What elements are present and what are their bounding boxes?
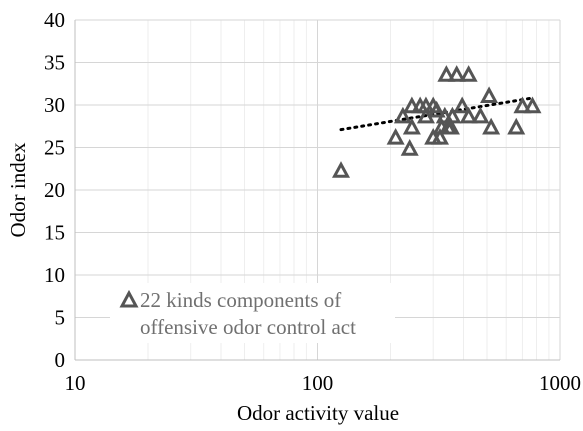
- data-point-triangle: [513, 96, 532, 114]
- data-points: [331, 65, 542, 178]
- data-point-triangle: [507, 117, 526, 135]
- y-tick-label: 5: [55, 306, 66, 330]
- data-point-triangle: [430, 128, 450, 145]
- y-tick-label: 20: [44, 178, 65, 202]
- x-axis-label: Odor activity value: [237, 401, 399, 425]
- y-tick-label: 25: [44, 136, 65, 160]
- data-point-triangle: [427, 100, 446, 118]
- data-point-triangle: [523, 96, 542, 114]
- legend-marker-icon: [119, 289, 139, 308]
- gridlines: [74, 19, 561, 361]
- data-point-triangle: [402, 96, 421, 114]
- data-point-triangle: [400, 139, 419, 156]
- data-point-triangle: [471, 106, 490, 124]
- x-tick-label: 100: [302, 371, 334, 395]
- axes: 0 5 10 15 20 25 30 35 40 10 100 1000: [44, 8, 581, 395]
- data-point-triangle: [453, 96, 472, 114]
- y-axis-label: Odor index: [6, 142, 30, 238]
- y-tick-label: 15: [44, 221, 65, 245]
- data-point-triangle: [331, 161, 351, 178]
- data-point-triangle: [482, 117, 501, 135]
- data-point-triangle: [441, 117, 460, 135]
- legend: 22 kinds components of offensive odor co…: [110, 283, 395, 343]
- data-point-triangle: [386, 128, 405, 145]
- data-point-triangle: [393, 106, 412, 124]
- trendline: [339, 96, 533, 132]
- y-tick-label: 0: [55, 348, 66, 372]
- legend-box: [110, 283, 395, 343]
- y-tick-label: 10: [44, 263, 65, 287]
- data-point-triangle: [443, 106, 462, 124]
- y-tick-label: 30: [44, 93, 65, 117]
- trendline-dotted: [339, 96, 533, 132]
- x-tick-label: 10: [65, 371, 86, 395]
- data-point-triangle: [480, 86, 499, 103]
- data-point-triangle: [459, 106, 478, 124]
- data-point-triangle: [402, 117, 421, 135]
- legend-label-line1: 22 kinds components of: [140, 288, 341, 312]
- y-tick-label: 35: [44, 51, 65, 75]
- x-tick-label: 1000: [539, 371, 581, 395]
- data-point-triangle: [437, 65, 456, 82]
- legend-label-line2: offensive odor control act: [140, 315, 356, 339]
- data-point-triangle: [459, 65, 478, 82]
- data-point-triangle: [447, 65, 466, 82]
- y-tick-label: 40: [44, 8, 65, 32]
